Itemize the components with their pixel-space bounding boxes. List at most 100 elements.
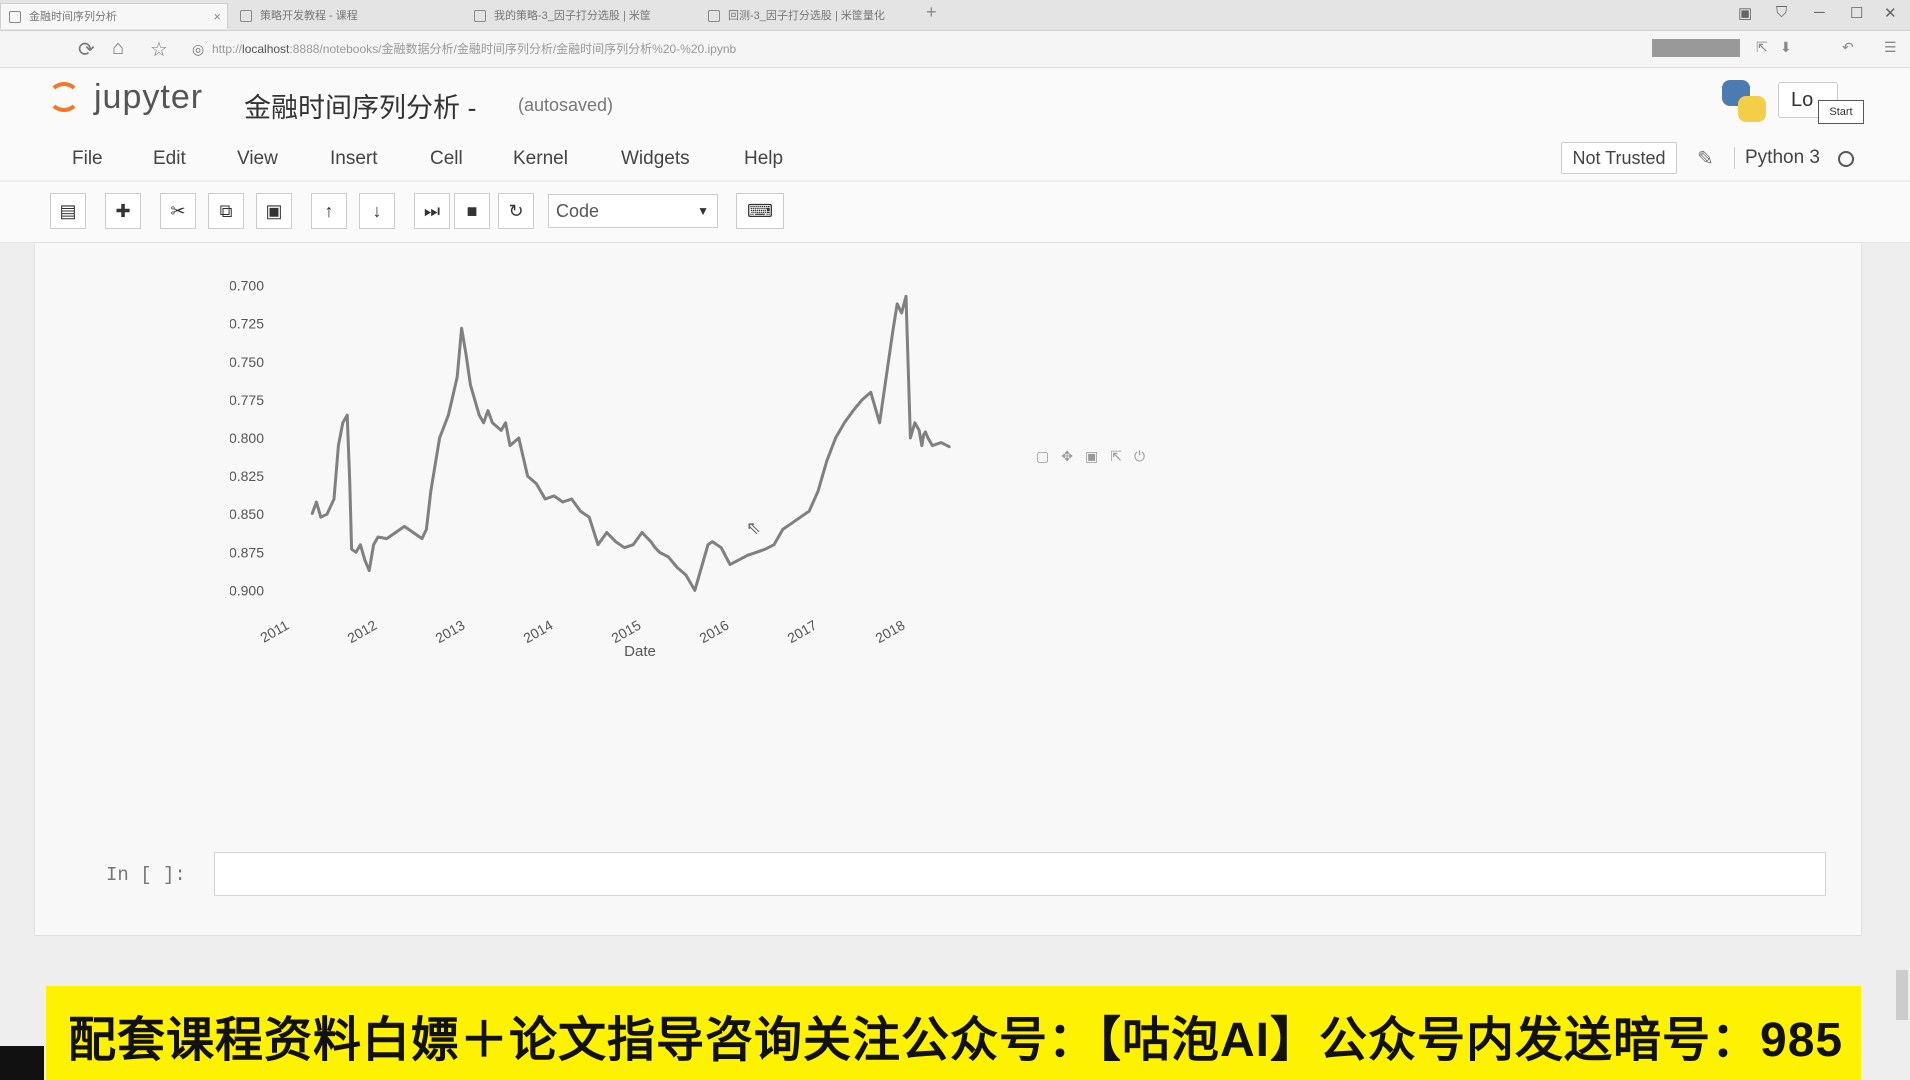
figure-save-icon[interactable]: ⇱ [1110, 448, 1122, 464]
data-point [738, 559, 740, 561]
browser-menu-icon[interactable]: ☰ [1884, 39, 1897, 55]
menu-edit[interactable]: Edit [153, 148, 186, 169]
data-point [755, 551, 758, 554]
new-tab-button[interactable]: + [926, 2, 937, 22]
move-down-button[interactable]: ↓ [359, 193, 395, 229]
tab-close-icon[interactable]: × [213, 9, 221, 24]
x-tick-label: 2011 [257, 617, 291, 646]
data-point [746, 554, 749, 557]
close-window-icon[interactable]: ✕ [1884, 5, 1897, 22]
data-point [826, 460, 828, 462]
figure-move-icon[interactable]: ✥ [1061, 448, 1073, 464]
data-point [320, 516, 322, 519]
insert-cell-button[interactable]: ✚ [105, 193, 141, 229]
restart-button[interactable]: ↻ [498, 193, 534, 229]
data-point [940, 441, 942, 444]
run-button[interactable]: ⏭ [414, 193, 450, 229]
series-line [310, 294, 951, 592]
page-info-icon: ◎ [192, 41, 205, 57]
minimize-icon[interactable]: ─ [1814, 4, 1825, 21]
paste-button[interactable]: ▣ [256, 193, 292, 229]
x-tick-label: 2018 [873, 617, 908, 647]
data-point [654, 546, 656, 549]
data-point [504, 421, 507, 424]
menu-insert[interactable]: Insert [330, 148, 378, 169]
browser-tab-3[interactable]: 我的策略-3_因子打分选股 | 米筐 [466, 3, 696, 29]
data-point [870, 391, 872, 394]
output-line-chart: -0.700 -0.725 -0.750 -0.775 -0.800 -0.825 -0.8… [230, 278, 951, 660]
figure-toolbar: ▢ ✥ ▣ ⇱ ⏻ [1036, 448, 1157, 468]
data-point [355, 551, 357, 554]
undo-icon[interactable]: ↶ [1842, 39, 1854, 55]
share-icon[interactable]: ⇱ [1756, 39, 1768, 55]
data-point [535, 482, 538, 485]
data-point [921, 444, 923, 447]
figure-home-icon[interactable]: ▢ [1036, 448, 1050, 464]
jupyter-logo-icon [48, 82, 80, 112]
url-field[interactable]: http://localhost:8888/notebooks/金融数据分析/金… [212, 40, 736, 57]
data-point [425, 528, 428, 531]
notebook-title[interactable]: 金融时间序列分析 - [244, 93, 477, 123]
jupyter-logo[interactable]: jupyter [44, 76, 264, 120]
promo-banner-text: 配套课程资料白嫖＋论文指导咨询关注公众号：【咕泡AI】公众号内发送暗号：985 [68, 1014, 1844, 1067]
data-point [421, 537, 423, 540]
chevron-down-icon: ▼ [697, 204, 709, 218]
url-prefix: http:// [212, 42, 243, 56]
page-scrollbar[interactable] [1896, 970, 1908, 1020]
menu-kernel[interactable]: Kernel [513, 148, 568, 169]
taskbar-start-icon[interactable] [0, 1046, 44, 1080]
search-box[interactable] [1652, 39, 1740, 57]
browser-tab-2[interactable]: 策略开发教程 - 课程 [232, 3, 462, 29]
data-point [368, 569, 370, 572]
data-point [509, 444, 511, 447]
restore-icon[interactable]: ☐ [1850, 5, 1864, 22]
not-trusted-button[interactable]: Not Trusted [1561, 142, 1677, 174]
save-icon: ▤ [59, 201, 77, 221]
download-icon[interactable]: ⬇ [1780, 39, 1792, 55]
input-prompt: In [ ]: [106, 864, 186, 886]
data-point [562, 501, 564, 503]
data-point [918, 429, 920, 432]
tab-label: 策略开发教程 - 课程 [260, 10, 358, 22]
save-button[interactable]: ▤ [50, 193, 86, 229]
url-host: localhost [242, 42, 290, 56]
data-point [386, 537, 388, 540]
data-point [460, 327, 463, 330]
tab-label: 回测-3_因子打分选股 | 米筐量化 [728, 10, 885, 22]
browser-tab-4[interactable]: 回测-3_因子打分选股 | 米筐量化 [700, 3, 920, 29]
command-palette-button[interactable]: ⌨ [736, 193, 784, 229]
data-point [905, 295, 907, 298]
browser-tab-1[interactable]: 金融时间序列分析 × [0, 3, 228, 29]
menu-help[interactable]: Help [744, 148, 784, 169]
cell-type-select[interactable]: Code ▼ [548, 194, 718, 228]
data-point [878, 421, 881, 424]
menu-view[interactable]: View [237, 148, 278, 169]
code-cell-input[interactable] [214, 852, 1826, 896]
edit-pencil-icon[interactable]: ✎ [1697, 148, 1714, 170]
cut-button[interactable]: ✂ [160, 193, 196, 229]
data-point [790, 522, 793, 525]
menu-cell[interactable]: Cell [430, 148, 463, 169]
menu-widgets[interactable]: Widgets [621, 148, 690, 169]
figure-zoom-icon[interactable]: ▣ [1084, 448, 1099, 464]
figure-power-icon[interactable]: ⏻ [1133, 448, 1146, 464]
data-point [311, 513, 313, 515]
move-up-button[interactable]: ↑ [311, 193, 347, 229]
reload-icon[interactable]: ⟳ [78, 39, 95, 61]
data-point [553, 495, 555, 497]
start-button[interactable]: Start [1818, 100, 1864, 124]
y-tick-label: -0.775 [230, 392, 264, 408]
copy-button[interactable]: ⧉ [208, 193, 244, 229]
menu-file[interactable]: File [72, 148, 103, 169]
x-tick-label: 2013 [433, 617, 468, 647]
interrupt-button[interactable]: ■ [454, 193, 490, 229]
home-icon[interactable]: ⌂ [112, 37, 125, 59]
window-shield-icon[interactable]: ⛉ [1776, 4, 1788, 21]
data-point [931, 444, 934, 447]
window-menu-icon[interactable]: ▣ [1738, 5, 1753, 22]
kernel-name[interactable]: Python 3 [1734, 147, 1820, 169]
data-point [606, 531, 608, 534]
data-point [482, 421, 485, 424]
data-point [438, 437, 441, 439]
bookmark-star-icon[interactable]: ☆ [150, 39, 168, 61]
